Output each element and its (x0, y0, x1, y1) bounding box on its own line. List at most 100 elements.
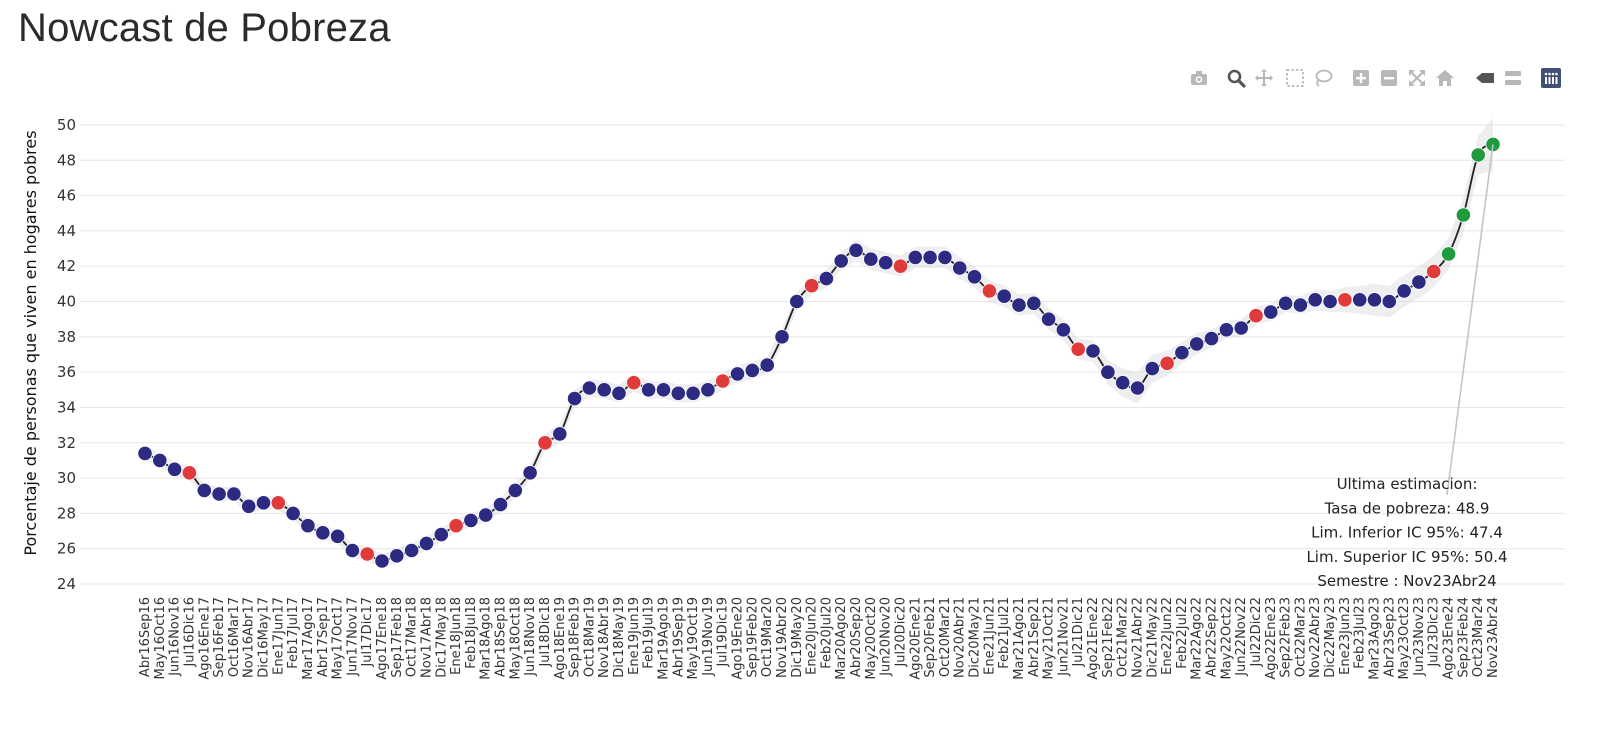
data-point-estimate[interactable] (403, 542, 420, 559)
data-point-estimate[interactable] (1322, 293, 1338, 310)
data-point-estimate[interactable] (1041, 311, 1057, 327)
data-point-estimate[interactable] (1100, 364, 1116, 380)
data-point-estimate[interactable] (552, 426, 568, 442)
data-point-estimate[interactable] (596, 382, 612, 398)
data-point-estimate[interactable] (566, 390, 583, 407)
data-point-estimate[interactable] (255, 495, 272, 511)
data-point-estimate[interactable] (685, 385, 701, 401)
data-point-estimate[interactable] (418, 535, 435, 552)
autoscale-button[interactable] (1406, 67, 1428, 89)
data-point-estimate[interactable] (700, 382, 716, 398)
data-point-official[interactable] (270, 495, 286, 511)
data-point-estimate[interactable] (581, 380, 598, 396)
data-point-estimate[interactable] (1233, 320, 1249, 336)
data-point-estimate[interactable] (478, 507, 494, 523)
data-point-official[interactable] (359, 546, 375, 562)
data-point-estimate[interactable] (996, 288, 1012, 304)
data-point-estimate[interactable] (1085, 343, 1101, 359)
data-point-estimate[interactable] (833, 253, 849, 269)
data-point-estimate[interactable] (152, 452, 168, 468)
data-point-official[interactable] (1159, 355, 1175, 371)
data-point-estimate[interactable] (952, 260, 968, 276)
data-point-estimate[interactable] (1278, 295, 1294, 311)
data-point-estimate[interactable] (1011, 297, 1027, 313)
reset-axes-button[interactable] (1434, 67, 1456, 89)
data-point-estimate[interactable] (744, 362, 760, 378)
data-point-estimate[interactable] (137, 445, 153, 461)
data-point-estimate[interactable] (1218, 322, 1235, 338)
data-point-estimate[interactable] (1189, 336, 1205, 352)
data-point-estimate[interactable] (507, 482, 523, 498)
data-point-estimate[interactable] (226, 486, 242, 502)
data-point-estimate[interactable] (1115, 375, 1131, 391)
data-point-estimate[interactable] (922, 249, 938, 265)
data-point-estimate[interactable] (211, 486, 227, 502)
data-point-estimate[interactable] (167, 461, 183, 477)
data-point-official[interactable] (981, 283, 998, 299)
data-point-estimate[interactable] (433, 526, 449, 543)
data-point-estimate[interactable] (1129, 380, 1146, 396)
data-point-estimate[interactable] (300, 518, 316, 534)
data-point-estimate[interactable] (1411, 274, 1427, 290)
data-point-estimate[interactable] (1263, 304, 1279, 320)
data-point-estimate[interactable] (1144, 360, 1160, 377)
data-point-estimate[interactable] (655, 382, 672, 398)
data-point-official[interactable] (715, 373, 731, 389)
data-point-forecast[interactable] (1470, 147, 1486, 163)
data-point-estimate[interactable] (789, 293, 805, 310)
data-point-estimate[interactable] (1203, 330, 1220, 347)
data-point-estimate[interactable] (848, 242, 864, 258)
data-point-official[interactable] (1248, 308, 1264, 324)
data-point-estimate[interactable] (1381, 293, 1397, 310)
data-point-estimate[interactable] (196, 482, 212, 498)
data-point-estimate[interactable] (1174, 345, 1190, 361)
zoom-button[interactable] (1225, 67, 1247, 89)
data-point-estimate[interactable] (818, 270, 835, 287)
camera-button[interactable] (1188, 67, 1210, 89)
data-point-estimate[interactable] (492, 496, 509, 513)
data-point-estimate[interactable] (1396, 283, 1412, 299)
data-point-official[interactable] (181, 465, 197, 481)
data-point-estimate[interactable] (937, 249, 953, 265)
data-point-estimate[interactable] (1055, 322, 1072, 338)
data-point-official[interactable] (803, 278, 820, 294)
data-point-official[interactable] (537, 435, 553, 451)
lasso-select-button[interactable] (1312, 67, 1334, 89)
data-point-estimate[interactable] (640, 382, 657, 398)
data-point-estimate[interactable] (1307, 292, 1323, 308)
hover-closest-button[interactable] (1474, 67, 1496, 89)
data-point-forecast[interactable] (1441, 246, 1457, 262)
data-point-official[interactable] (448, 518, 464, 534)
zoom-in-button[interactable] (1350, 67, 1372, 89)
data-point-estimate[interactable] (1352, 292, 1368, 308)
data-point-estimate[interactable] (907, 249, 923, 265)
data-point-estimate[interactable] (463, 512, 479, 529)
data-point-official[interactable] (1337, 292, 1353, 308)
data-point-estimate[interactable] (285, 505, 301, 522)
data-point-estimate[interactable] (611, 385, 627, 401)
data-point-estimate[interactable] (863, 251, 879, 267)
zoom-out-button[interactable] (1378, 67, 1400, 89)
data-point-estimate[interactable] (374, 553, 390, 569)
data-point-estimate[interactable] (670, 385, 686, 401)
data-point-estimate[interactable] (878, 255, 894, 271)
data-point-estimate[interactable] (241, 498, 257, 514)
box-select-button[interactable] (1284, 67, 1306, 89)
data-point-estimate[interactable] (389, 548, 405, 564)
data-point-official[interactable] (1426, 263, 1442, 280)
data-point-estimate[interactable] (315, 525, 331, 541)
hover-compare-button[interactable] (1502, 67, 1524, 89)
data-point-estimate[interactable] (1292, 297, 1309, 313)
data-point-estimate[interactable] (329, 528, 346, 544)
data-point-official[interactable] (1070, 341, 1086, 357)
data-point-official[interactable] (626, 375, 642, 391)
data-point-estimate[interactable] (966, 269, 983, 285)
data-point-estimate[interactable] (1026, 295, 1042, 311)
data-point-official[interactable] (892, 258, 909, 274)
data-point-estimate[interactable] (1366, 292, 1383, 308)
data-point-forecast[interactable] (1455, 207, 1472, 223)
pan-button[interactable] (1253, 67, 1275, 89)
data-point-estimate[interactable] (729, 366, 746, 382)
data-point-estimate[interactable] (522, 465, 538, 481)
